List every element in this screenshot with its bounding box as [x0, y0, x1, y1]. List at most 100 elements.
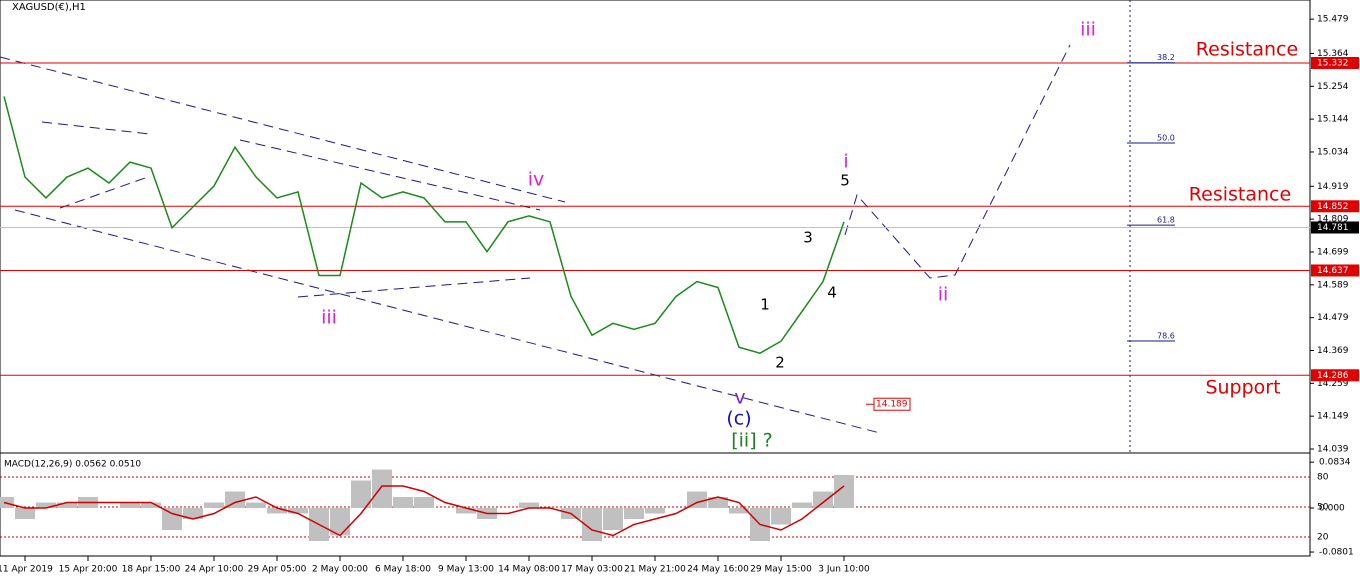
macd-bar [372, 469, 392, 509]
y-tick-label: 0.000 [1319, 504, 1345, 514]
y-tick-label: -0.0801 [1319, 548, 1354, 558]
y-tick-label: 14.919 [1317, 182, 1349, 192]
x-tick-label: 15 Apr 20:00 [59, 565, 118, 575]
wave-label: iv [528, 169, 545, 191]
alert-tag [873, 397, 911, 411]
x-tick-label: 3 Jun 10:00 [818, 565, 870, 575]
channel-bottom [14, 209, 881, 434]
macd-bar [603, 508, 623, 530]
wave-label: 5 [840, 172, 850, 190]
level-tag-label: 14.637 [1317, 266, 1349, 276]
macd-bar [204, 502, 224, 509]
macd-bar [813, 491, 833, 509]
current-price-tag [1311, 221, 1359, 234]
triangle-line [41, 121, 151, 135]
wave-label: 4 [827, 284, 837, 302]
y-tick-label: 15.364 [1317, 49, 1349, 59]
y-tick-label: 14.369 [1317, 346, 1349, 356]
resistance-label: Resistance [1196, 39, 1298, 61]
macd-bar [267, 508, 287, 514]
macd-title: MACD(12,26,9) 0.0562 0.0510 [4, 460, 141, 470]
triangle-line [297, 277, 531, 298]
macd-bar [57, 502, 77, 509]
macd-bar [456, 508, 476, 514]
macd-bar [183, 508, 203, 519]
macd-bar [519, 502, 539, 509]
macd-bar [582, 508, 602, 541]
macd-bar [771, 508, 791, 525]
chart-title: XAGUSD(€),H1 [12, 2, 86, 13]
level-tag-label: 15.332 [1317, 58, 1349, 68]
level-tag [1311, 200, 1359, 213]
macd-bar [687, 491, 707, 509]
level-tag [1311, 264, 1359, 277]
x-tick-label: 18 Apr 15:00 [122, 565, 181, 575]
macd-bar [834, 475, 854, 509]
price-line [3, 96, 845, 354]
fib-label: 50.0 [1157, 134, 1175, 143]
y-tick-label: 14.259 [1317, 379, 1349, 389]
macd-bar [246, 502, 266, 509]
macd-bar [792, 502, 812, 509]
macd-bar [120, 502, 140, 509]
y-tick-label: 14.809 [1317, 215, 1349, 225]
projection [844, 44, 1071, 279]
current-price-label: 14.781 [1317, 223, 1349, 233]
osc-tick-label: 50 [1317, 503, 1329, 513]
y-tick-label: 14.149 [1317, 412, 1349, 422]
y-tick-label: 15.034 [1317, 147, 1349, 157]
channel-top [0, 56, 566, 203]
y-tick-label: 14.589 [1317, 280, 1349, 290]
osc-tick-label: 80 [1317, 473, 1329, 483]
macd-bar [225, 491, 245, 509]
macd-bar [729, 508, 749, 514]
y-tick-label: 15.479 [1317, 15, 1349, 25]
x-tick-label: 11 Apr 2019 [0, 565, 53, 575]
level-tag [1311, 56, 1359, 69]
y-tick-label: 14.479 [1317, 313, 1349, 323]
wave-lines [0, 44, 1071, 434]
wave-label: ii [938, 284, 949, 306]
level-tag-label: 14.286 [1317, 371, 1349, 381]
wave-label: v [734, 387, 745, 409]
triangle-line [239, 139, 541, 211]
x-tick-label: 14 May 08:00 [498, 565, 560, 575]
y-tick-label: 14.039 [1317, 445, 1349, 455]
wave-label: [ii] ? [731, 430, 773, 452]
x-tick-label: 9 May 13:00 [438, 565, 494, 575]
y-tick-label: 15.254 [1317, 82, 1349, 92]
wave-label: 2 [775, 354, 785, 372]
macd-bar [162, 508, 182, 530]
macd-bar [624, 508, 644, 519]
macd-bar [414, 497, 434, 509]
wave-label: iii [321, 307, 337, 329]
x-tick-label: 17 May 03:00 [561, 565, 623, 575]
plot-frame [0, 0, 1311, 557]
x-tick-label: 24 May 16:00 [687, 565, 749, 575]
fib-label: 78.6 [1157, 331, 1175, 340]
level-tag [1311, 369, 1359, 382]
y-tick-label: 14.699 [1317, 247, 1349, 257]
wave-label: 1 [760, 296, 770, 314]
x-tick-label: 29 Apr 05:00 [248, 565, 307, 575]
x-tick-label: 29 May 15:00 [750, 565, 812, 575]
macd-bar [0, 497, 14, 509]
x-tick-label: 6 May 18:00 [375, 565, 431, 575]
x-tick-label: 2 May 00:00 [312, 565, 368, 575]
macd-bar [708, 497, 728, 509]
signal-line [3, 485, 845, 537]
x-tick-label: 24 Apr 10:00 [185, 565, 244, 575]
macd-bar [351, 480, 371, 509]
macd-bar [288, 508, 308, 514]
macd-bar [15, 508, 35, 519]
macd-bar [645, 508, 665, 514]
support-label: Support [1205, 377, 1280, 399]
wave-label: iii [1080, 19, 1096, 41]
level-tag-label: 14.852 [1317, 202, 1349, 212]
fib-label: 61.8 [1157, 216, 1175, 225]
macd-bar [36, 502, 56, 509]
wave-label: i [843, 151, 848, 173]
alert-label: 14.189 [876, 400, 908, 410]
resistance-label: Resistance [1189, 184, 1291, 206]
